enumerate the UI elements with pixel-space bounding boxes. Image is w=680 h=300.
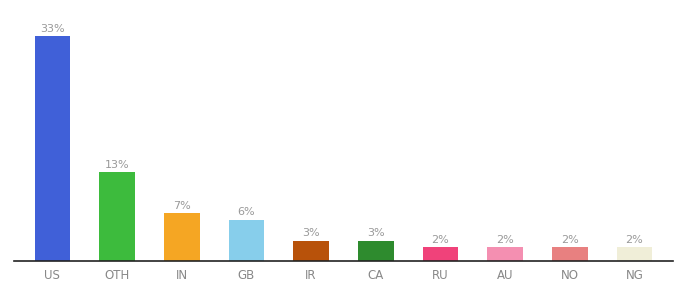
Bar xyxy=(488,248,523,261)
Bar xyxy=(228,220,265,261)
Text: 7%: 7% xyxy=(173,201,190,211)
Bar xyxy=(422,248,458,261)
Text: 6%: 6% xyxy=(237,207,255,218)
Text: 3%: 3% xyxy=(367,228,385,238)
Bar xyxy=(552,248,588,261)
Bar xyxy=(358,241,394,261)
Bar xyxy=(99,172,135,261)
Text: 2%: 2% xyxy=(626,235,643,245)
Text: 2%: 2% xyxy=(432,235,449,245)
Bar xyxy=(35,36,70,261)
Bar xyxy=(293,241,329,261)
Bar xyxy=(617,248,652,261)
Text: 3%: 3% xyxy=(302,228,320,238)
Text: 13%: 13% xyxy=(105,160,129,170)
Bar xyxy=(164,213,199,261)
Text: 2%: 2% xyxy=(561,235,579,245)
Text: 33%: 33% xyxy=(40,23,65,34)
Text: 2%: 2% xyxy=(496,235,514,245)
